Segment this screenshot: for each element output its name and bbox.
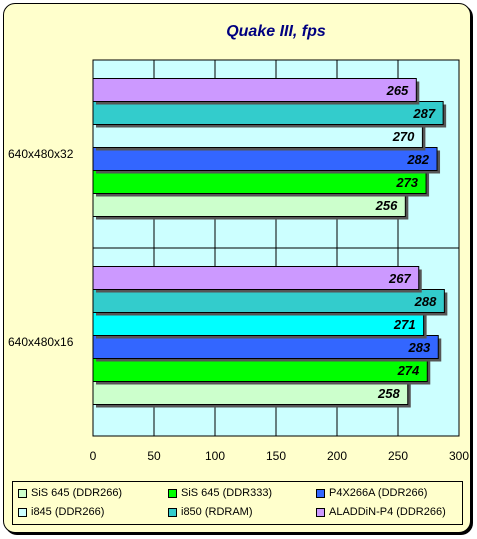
category-label: 640x480x32	[8, 147, 74, 161]
legend-label: ALADDiN-P4 (DDR266)	[329, 506, 446, 518]
legend-swatch	[316, 488, 325, 498]
x-tick-label: 300	[449, 449, 469, 463]
bar	[92, 78, 417, 102]
bar-value-label: 258	[377, 386, 400, 401]
bar	[92, 266, 420, 290]
legend-label: P4X266A (DDR266)	[329, 487, 428, 499]
x-tick-label: 200	[327, 449, 347, 463]
bar	[92, 381, 409, 405]
x-tick-label: 100	[205, 449, 225, 463]
x-tick-label: 150	[266, 449, 286, 463]
category-label: 640x480x16	[8, 335, 74, 349]
bar	[92, 358, 428, 382]
bar-value-label: 288	[414, 294, 437, 309]
legend-item: SiS 645 (DDR333)	[168, 487, 272, 499]
legend-item: i845 (DDR266)	[18, 506, 104, 518]
legend-label: SiS 645 (DDR333)	[181, 487, 273, 499]
bar-value-label: 283	[408, 340, 431, 355]
legend-item: i850 (RDRAM)	[168, 506, 253, 518]
legend-item: P4X266A (DDR266)	[316, 487, 427, 499]
legend-swatch	[18, 488, 27, 498]
legend-swatch	[18, 507, 27, 517]
legend-swatch	[168, 488, 177, 498]
bar-value-label: 265	[386, 83, 409, 98]
bar	[92, 335, 439, 359]
bar	[92, 312, 425, 336]
legend-swatch	[316, 507, 325, 517]
legend-item: ALADDiN-P4 (DDR266)	[316, 506, 446, 518]
bar	[92, 170, 427, 194]
bar	[92, 147, 438, 171]
bar-value-label: 282	[406, 152, 429, 167]
bar	[92, 101, 444, 125]
bar-value-label: 273	[395, 175, 418, 190]
legend-label: SiS 645 (DDR266)	[31, 487, 123, 499]
legend-swatch	[168, 507, 177, 517]
bar-value-label: 270	[392, 129, 415, 144]
bar-value-label: 274	[397, 363, 420, 378]
x-tick-label: 0	[90, 449, 97, 463]
legend: SiS 645 (DDR266) SiS 645 (DDR333) P4X266A …	[12, 481, 463, 525]
bar-value-label: 271	[393, 317, 416, 332]
x-tick-label: 250	[388, 449, 408, 463]
bar	[92, 193, 406, 217]
bar	[92, 124, 423, 148]
legend-label: i845 (DDR266)	[31, 506, 105, 518]
bar	[92, 289, 445, 313]
bar-value-label: 267	[388, 271, 411, 286]
chart-title: Quake III, fps	[226, 23, 326, 40]
x-tick-label: 50	[147, 449, 161, 463]
bar-value-label: 287	[412, 106, 435, 121]
legend-label: i850 (RDRAM)	[181, 506, 253, 518]
bar-value-label: 256	[375, 198, 398, 213]
legend-item: SiS 645 (DDR266)	[18, 487, 122, 499]
